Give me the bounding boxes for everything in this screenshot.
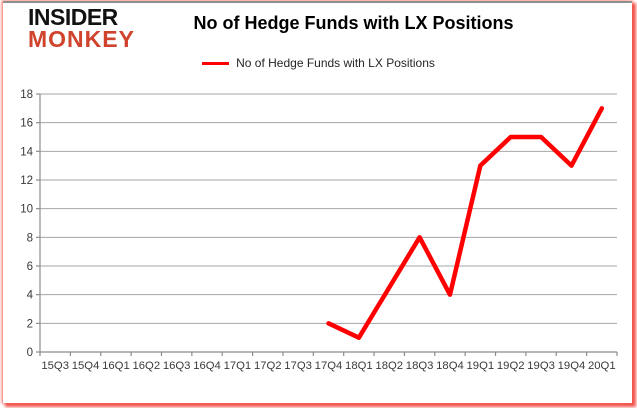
y-tick-label: 8 — [27, 232, 33, 244]
y-tick-label: 10 — [20, 204, 33, 216]
y-tick-label: 18 — [20, 89, 33, 101]
x-tick-label: 20Q1 — [588, 360, 616, 372]
x-tick-label: 19Q4 — [558, 360, 586, 372]
logo-line-monkey: MONKEY — [28, 25, 135, 52]
x-tick-label: 15Q4 — [72, 360, 100, 372]
x-tick-label: 16Q2 — [132, 360, 160, 372]
x-tick-label: 17Q3 — [284, 360, 312, 372]
y-tick-label: 6 — [27, 261, 33, 273]
logo-line-insider: INSIDER — [28, 4, 118, 30]
x-tick-label: 16Q4 — [193, 360, 221, 372]
x-tick-label: 19Q1 — [467, 360, 495, 372]
legend-line-swatch — [202, 61, 230, 65]
chart-card — [3, 1, 632, 403]
x-tick-label: 17Q2 — [254, 360, 282, 372]
y-tick-label: 12 — [20, 175, 33, 187]
x-tick-label: 16Q1 — [102, 360, 130, 372]
chart-title: No of Hedge Funds with LX Positions — [193, 13, 514, 33]
x-tick-label: 18Q4 — [436, 360, 464, 372]
y-tick-label: 16 — [20, 118, 33, 130]
x-tick-label: 17Q4 — [315, 360, 343, 372]
x-tick-label: 18Q1 — [345, 360, 373, 372]
y-tick-label: 4 — [27, 290, 34, 302]
y-tick-label: 14 — [20, 146, 33, 158]
legend: No of Hedge Funds with LX Positions — [0, 56, 637, 70]
x-tick-label: 19Q2 — [497, 360, 525, 372]
legend-label: No of Hedge Funds with LX Positions — [236, 56, 435, 70]
x-tick-label: 17Q1 — [224, 360, 252, 372]
insider-monkey-logo: INSIDER MONKEY — [28, 4, 135, 52]
y-tick-label: 2 — [27, 318, 33, 330]
x-tick-label: 15Q3 — [41, 360, 69, 372]
x-tick-label: 18Q3 — [406, 360, 434, 372]
y-tick-label: 0 — [27, 347, 33, 359]
series-line-lx — [326, 106, 605, 340]
x-tick-label: 19Q3 — [527, 360, 555, 372]
x-tick-label: 16Q3 — [163, 360, 191, 372]
x-tick-label: 18Q2 — [375, 360, 403, 372]
